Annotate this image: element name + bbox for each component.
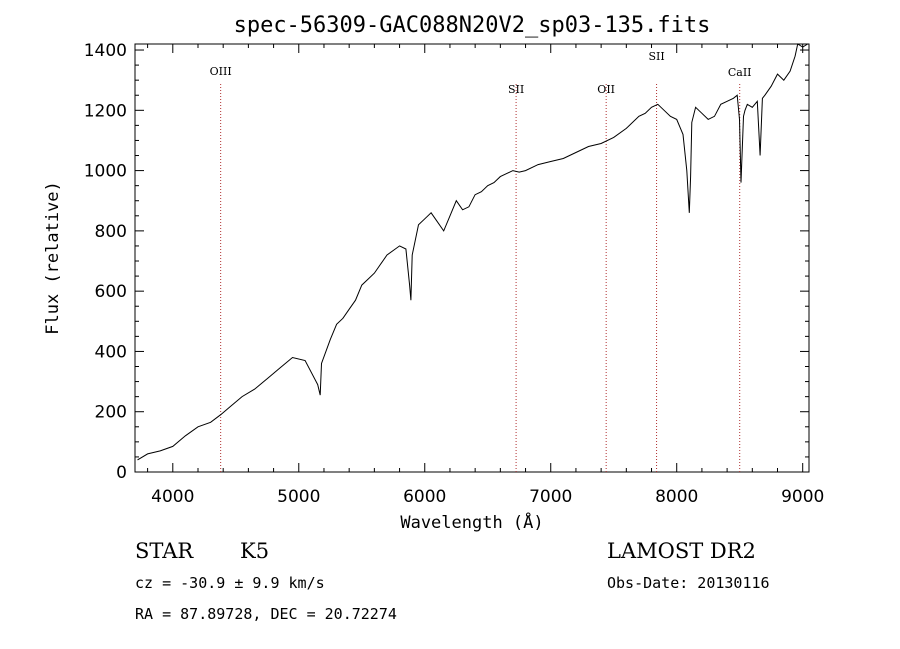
x-tick-label: 6000	[403, 487, 446, 507]
y-tick-label: 1000	[84, 162, 127, 182]
reference-line-label: OIII	[210, 65, 232, 78]
x-axis-ticks: 4000 5000 6000 7000 8000 9000	[147, 44, 824, 507]
x-tick-label: 5000	[277, 487, 320, 507]
y-tick-label: 0	[116, 463, 127, 483]
plot-frame	[134, 43, 810, 473]
y-axis-label: Flux (relative)	[43, 181, 63, 335]
reference-line-label: OII	[597, 83, 615, 96]
x-tick-label: 4000	[151, 487, 194, 507]
reference-line-label: CaII	[728, 66, 752, 79]
object-subclass: K5	[240, 539, 269, 563]
x-tick-label: 9000	[781, 487, 824, 507]
reference-line-label: SII	[648, 50, 664, 63]
redshift-cz: cz = -30.9 ± 9.9 km/s	[135, 574, 325, 592]
observation-date: Obs-Date: 20130116	[607, 574, 770, 592]
y-tick-label: 200	[95, 403, 127, 423]
spectrum-line	[137, 43, 808, 461]
x-tick-label: 7000	[529, 487, 572, 507]
reference-line-label: SII	[508, 83, 524, 96]
chart-title: spec-56309-GAC088N20V2_sp03-135.fits	[234, 13, 711, 38]
y-tick-label: 600	[95, 282, 127, 302]
y-tick-label: 1400	[84, 41, 127, 61]
y-tick-label: 800	[95, 222, 127, 242]
x-axis-label: Wavelength (Å)	[400, 511, 543, 533]
y-axis-ticks: 0 200 400 600 800 1000 1200 1400	[84, 41, 809, 483]
object-class: STAR	[135, 539, 194, 563]
sky-coordinates: RA = 87.89728, DEC = 20.72274	[135, 605, 397, 623]
y-tick-label: 1200	[84, 101, 127, 121]
y-tick-label: 400	[95, 342, 127, 362]
survey-name: LAMOST DR2	[607, 539, 756, 563]
x-tick-label: 8000	[655, 487, 698, 507]
reference-lines: OIII SII OII SII CaII	[210, 50, 752, 472]
